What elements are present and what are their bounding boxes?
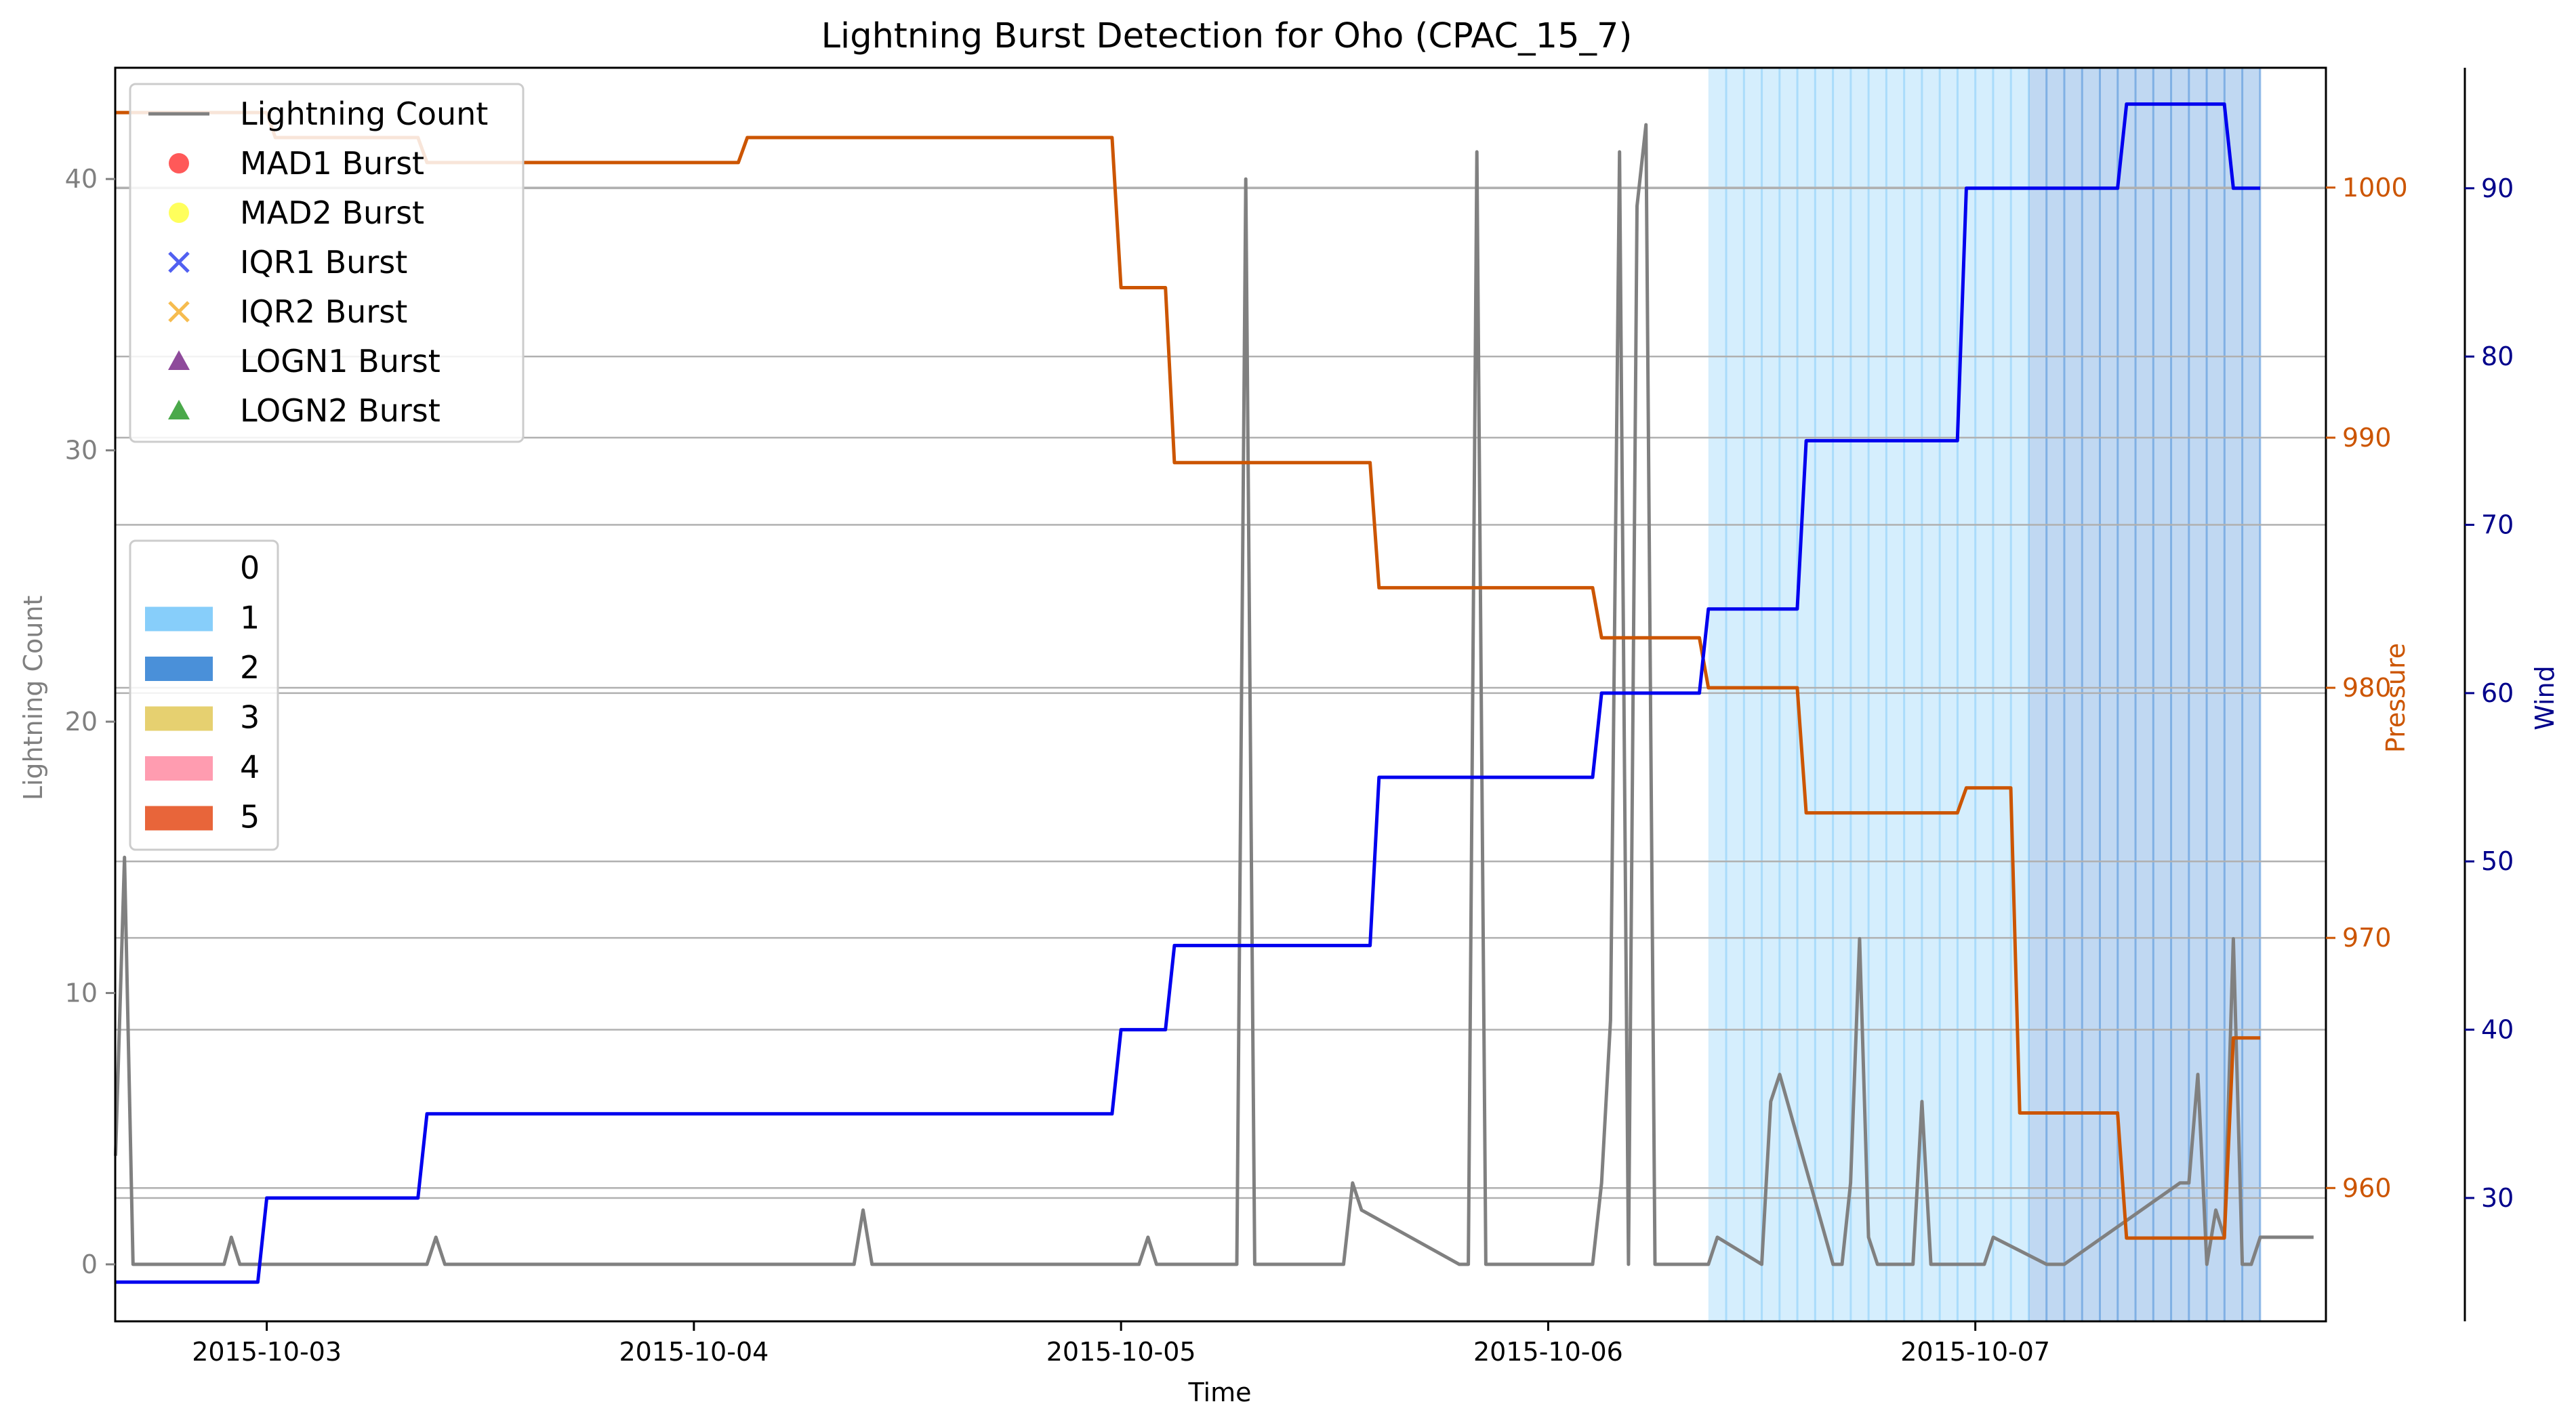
x-axis-label: Time bbox=[1188, 1378, 1252, 1407]
y-pressure-tick-label: 1000 bbox=[2342, 173, 2408, 203]
y-axis-label-pressure: Pressure bbox=[2381, 643, 2411, 753]
legend-category-label: 3 bbox=[240, 699, 260, 736]
legend-x-marker bbox=[168, 251, 190, 273]
x-tick-label: 2015-10-03 bbox=[192, 1337, 342, 1367]
legend-series-label: IQR2 Burst bbox=[240, 293, 407, 330]
y-wind-tick-label: 50 bbox=[2481, 846, 2514, 876]
y-axis-label-wind: Wind bbox=[2530, 665, 2560, 730]
series-line-wind bbox=[115, 102, 2261, 1284]
y-left-tick-label: 30 bbox=[65, 436, 98, 466]
legend-category-swatch bbox=[145, 756, 213, 781]
legend-categories: 0 1 2 3 4 5 bbox=[129, 539, 279, 851]
category-shading bbox=[1708, 68, 2262, 1321]
legend-category-swatch bbox=[145, 706, 213, 731]
series-line-lightning-count bbox=[114, 123, 2314, 1266]
y-wind-tick-label: 90 bbox=[2481, 173, 2514, 203]
y-wind-tick-label: 80 bbox=[2481, 342, 2514, 371]
y-pressure-tick-label: 990 bbox=[2342, 423, 2392, 453]
legend-circle-marker bbox=[169, 153, 189, 173]
plot-frame bbox=[114, 66, 2327, 1323]
y-axis-label-lightning: Lightning Count bbox=[18, 596, 48, 801]
y-wind-tick-label: 30 bbox=[2481, 1183, 2514, 1213]
legend-series-label: LOGN1 Burst bbox=[240, 343, 441, 379]
y-pressure-tick-label: 960 bbox=[2342, 1173, 2392, 1203]
y-pressure-tick-label: 970 bbox=[2342, 923, 2392, 953]
legend-category-swatch bbox=[145, 657, 213, 681]
y-wind-tick-label: 70 bbox=[2481, 510, 2514, 540]
y-wind-tick-label: 40 bbox=[2481, 1015, 2514, 1045]
legend-category-label: 1 bbox=[240, 600, 260, 636]
legend-series-label: MAD2 Burst bbox=[240, 194, 424, 231]
x-tick-label: 2015-10-04 bbox=[619, 1337, 769, 1367]
y-wind-tick-label: 60 bbox=[2481, 678, 2514, 708]
legend-circle-marker bbox=[169, 203, 189, 223]
chart-title: Lightning Burst Detection for Oho (CPAC_… bbox=[821, 16, 1633, 56]
legend-category-label: 4 bbox=[240, 749, 260, 785]
y-left-tick-label: 40 bbox=[65, 164, 98, 194]
legend-x-marker bbox=[168, 301, 190, 323]
axes bbox=[114, 66, 2466, 1323]
legend-category-label: 5 bbox=[240, 799, 260, 835]
legend-series-label: MAD1 Burst bbox=[240, 145, 424, 182]
legend-series-label: IQR1 Burst bbox=[240, 244, 407, 281]
legend-series-box bbox=[129, 83, 525, 443]
legend-series-label: LOGN2 Burst bbox=[240, 392, 441, 429]
legend-category-swatch bbox=[145, 806, 213, 831]
x-tick-label: 2015-10-07 bbox=[1900, 1337, 2050, 1367]
y-left-tick-label: 10 bbox=[65, 978, 98, 1008]
legend-series: Lightning Count MAD1 Burst MAD2 Burst IQR1 … bbox=[129, 83, 525, 443]
legend-triangle-marker bbox=[168, 350, 190, 370]
y-left-tick-label: 0 bbox=[81, 1250, 98, 1279]
x-tick-label: 2015-10-06 bbox=[1473, 1337, 1623, 1367]
series-lines bbox=[114, 102, 2314, 1284]
y-left-tick-label: 20 bbox=[65, 707, 98, 737]
series-line-pressure bbox=[115, 110, 2261, 1240]
legend-triangle-marker bbox=[168, 400, 190, 419]
legend-category-label: 2 bbox=[240, 649, 260, 686]
legend-series-label: Lightning Count bbox=[240, 96, 488, 132]
y-pressure-tick-label: 980 bbox=[2342, 673, 2392, 703]
x-tick-label: 2015-10-05 bbox=[1046, 1337, 1196, 1367]
legend-category-label: 0 bbox=[240, 550, 260, 586]
tick-labels: 2015-10-03 2015-10-04 2015-10-05 2015-10-06… bbox=[65, 164, 2514, 1367]
legend-category-swatch bbox=[145, 557, 213, 581]
legend-category-swatch bbox=[145, 606, 213, 632]
